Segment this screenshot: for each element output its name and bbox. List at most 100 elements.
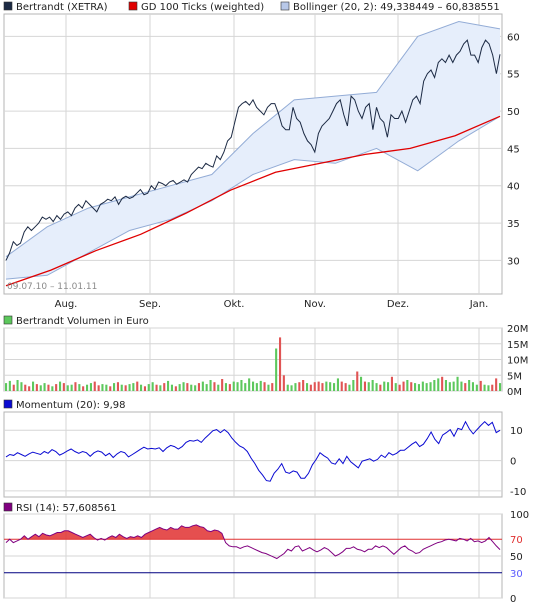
volume-bar (240, 380, 243, 391)
rsi-y-tick: 100 (510, 510, 529, 521)
volume-bar (155, 384, 158, 391)
volume-bar (43, 383, 46, 391)
volume-bar (105, 384, 108, 391)
volume-bar (62, 383, 65, 391)
x-tick-label: Dez. (387, 299, 409, 310)
volume-bar (66, 385, 69, 391)
price-y-tick: 60 (507, 32, 520, 43)
rsi-line (5, 524, 501, 560)
volume-bar (367, 382, 370, 391)
volume-bar (344, 383, 347, 391)
volume-bar (132, 383, 135, 391)
bollinger-upper-line (5, 20, 501, 258)
volume-bar (464, 383, 467, 391)
volume-bar (417, 384, 420, 391)
volume-bar (363, 381, 366, 391)
price-y-tick: 35 (507, 219, 520, 230)
volume-bar (93, 381, 96, 391)
volume-bar (433, 380, 436, 391)
x-tick-label: Aug. (55, 299, 78, 310)
price-y-tick: 55 (507, 70, 520, 81)
volume-bar (387, 382, 390, 391)
volume-bar (414, 383, 417, 391)
volume-bar (47, 384, 50, 391)
x-tick-label: Nov. (304, 299, 326, 310)
volume-bar (487, 385, 490, 391)
legend-bollinger-swatch (280, 1, 290, 11)
volume-bar (321, 383, 324, 391)
volume-bar (244, 383, 247, 391)
volume-bar (205, 384, 208, 391)
volume-bar (329, 382, 332, 391)
volume-bar (356, 371, 359, 391)
volume-bar (313, 382, 316, 391)
volume-bar (306, 383, 309, 391)
volume-bar (360, 376, 363, 391)
volume-bar (128, 384, 131, 391)
legend-volume-swatch (3, 315, 13, 325)
legend-momentum-swatch (3, 399, 13, 409)
volume-bar (286, 384, 289, 391)
volume-bar (5, 383, 8, 391)
volume-bar (116, 382, 119, 391)
rsi-y-tick: 30 (510, 569, 523, 580)
volume-bar (213, 382, 216, 391)
legend-rsi: RSI (14): 57,608561 (16, 503, 117, 514)
bollinger-band (6, 21, 500, 540)
volume-bar (20, 382, 23, 391)
volume-bar (197, 383, 200, 391)
volume-bar (340, 381, 343, 391)
volume-y-tick: 10M (507, 356, 528, 367)
volume-bar (379, 384, 382, 391)
volume-bar (70, 384, 73, 391)
volume-bar (186, 383, 189, 391)
volume-bar (429, 382, 432, 391)
volume-bar (217, 384, 220, 391)
volume-bar (248, 378, 251, 391)
volume-bar (194, 385, 197, 391)
tick-labels: Aug. Sep. Okt. Nov. Dez. Jan. 30 35 40 45 50 55 60 0M… (55, 32, 529, 605)
volume-bar (437, 378, 440, 391)
volume-bar (448, 382, 451, 391)
momentum-panel-frame (3, 411, 503, 498)
volume-bar (109, 386, 112, 391)
volume-bar (375, 383, 378, 391)
volume-bar (167, 380, 170, 391)
price-y-tick: 50 (507, 107, 520, 118)
volume-bars (5, 337, 502, 392)
volume-bar (471, 382, 474, 391)
momentum-y-tick: 10 (510, 426, 523, 437)
volume-bar (309, 384, 312, 391)
volume-bar (143, 386, 146, 391)
legend-price-swatch (3, 1, 13, 11)
x-tick-label: Okt. (224, 299, 245, 310)
volume-bar (190, 384, 193, 391)
volume-bar (12, 384, 15, 391)
volume-bar (460, 381, 463, 391)
price-panel-frame (3, 13, 503, 295)
volume-bar (97, 385, 100, 391)
price-y-tick: 45 (507, 144, 520, 155)
volume-bar (475, 384, 478, 391)
volume-bar (383, 381, 386, 391)
volume-bar (32, 381, 35, 391)
volume-bar (483, 384, 486, 391)
volume-bar (228, 384, 231, 391)
volume-bar (294, 383, 297, 391)
volume-bar (182, 382, 185, 391)
volume-bar (333, 383, 336, 391)
volume-bar (371, 380, 374, 391)
series-lines (5, 20, 501, 560)
volume-bar (89, 383, 92, 391)
volume-bar (55, 384, 58, 391)
volume-bar (159, 385, 162, 391)
volume-bar (224, 383, 227, 391)
legend-momentum: Momentum (20): 9,98 (16, 400, 126, 411)
momentum-y-tick: -10 (510, 487, 526, 498)
price-line (5, 39, 501, 261)
volume-bar (51, 386, 54, 391)
price-y-tick: 30 (507, 256, 520, 267)
volume-bar (86, 384, 89, 391)
volume-bar (101, 384, 104, 391)
rsi-y-tick: 70 (510, 535, 523, 546)
